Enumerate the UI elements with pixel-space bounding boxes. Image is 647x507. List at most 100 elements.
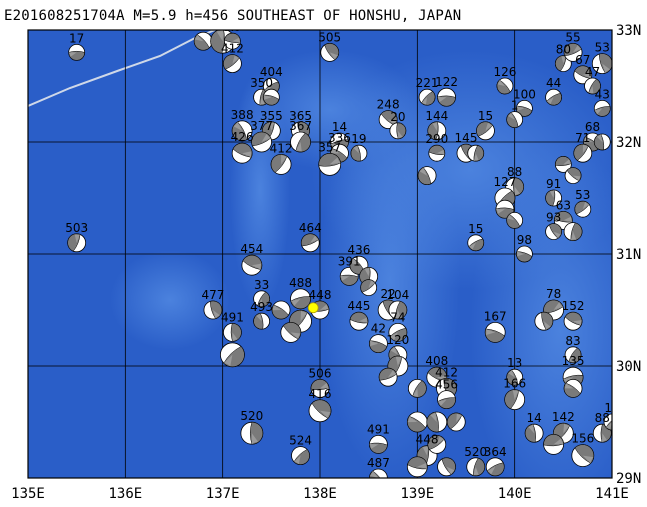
focal-mechanism-beachball[interactable]	[290, 288, 311, 310]
focal-mechanism-beachball[interactable]	[467, 144, 485, 162]
focal-mechanism-beachball[interactable]	[584, 77, 601, 95]
focal-mechanism-beachball[interactable]	[253, 312, 271, 330]
focal-mechanism-beachball[interactable]	[318, 152, 342, 176]
focal-mechanism-beachball[interactable]	[407, 378, 427, 398]
event-depth-label: 290	[425, 132, 448, 146]
focal-mechanism-beachball[interactable]	[427, 434, 447, 454]
focal-mechanism-beachball[interactable]	[505, 177, 525, 197]
epicenter-marker[interactable]	[307, 302, 319, 314]
focal-mechanism-beachball[interactable]	[476, 121, 495, 141]
focal-mechanism-beachball[interactable]	[308, 399, 332, 423]
focal-mechanism-beachball[interactable]	[603, 413, 620, 431]
focal-mechanism-beachball[interactable]	[534, 311, 554, 331]
focal-mechanism-beachball[interactable]	[203, 300, 223, 320]
focal-mechanism-beachball[interactable]	[417, 166, 437, 186]
focal-mechanism-beachball[interactable]	[406, 456, 428, 478]
focal-mechanism-beachball[interactable]	[310, 378, 330, 398]
focal-mechanism-beachball[interactable]	[253, 290, 271, 308]
focal-mechanism-beachball[interactable]	[67, 233, 87, 253]
focal-mechanism-beachball[interactable]	[467, 234, 485, 252]
focal-mechanism-beachball[interactable]	[437, 390, 456, 410]
focal-mechanism-beachball[interactable]	[320, 43, 340, 62]
focal-mechanism-beachball[interactable]	[280, 321, 302, 343]
focal-mechanism-beachball[interactable]	[574, 200, 592, 218]
focal-mechanism-beachball[interactable]	[504, 389, 526, 411]
event-depth-label: 412	[221, 42, 244, 56]
focal-mechanism-beachball[interactable]	[545, 88, 562, 106]
focal-mechanism-beachball[interactable]	[223, 32, 241, 50]
focal-mechanism-beachball[interactable]	[219, 342, 245, 368]
event-depth-label: 42	[371, 322, 386, 336]
focal-mechanism-beachball[interactable]	[545, 189, 562, 207]
focal-mechanism-beachball[interactable]	[222, 322, 242, 342]
focal-mechanism-beachball[interactable]	[446, 412, 466, 432]
lon-tick-label: 141E	[595, 486, 629, 502]
focal-mechanism-beachball[interactable]	[290, 131, 311, 153]
focal-mechanism-beachball[interactable]	[593, 133, 611, 151]
focal-mechanism-beachball[interactable]	[427, 121, 447, 141]
focal-mechanism-beachball[interactable]	[360, 279, 378, 297]
focal-mechanism-beachball[interactable]	[516, 245, 533, 263]
focal-mechanism-beachball[interactable]	[418, 88, 436, 106]
event-depth-label: 355	[260, 109, 283, 123]
focal-mechanism-beachball[interactable]	[368, 434, 388, 454]
focal-mechanism-beachball[interactable]	[349, 311, 369, 331]
event-depth-label: 13	[507, 356, 522, 370]
focal-mechanism-beachball[interactable]	[573, 143, 593, 163]
event-depth-label: 22	[380, 287, 395, 301]
focal-mechanism-beachball[interactable]	[437, 87, 456, 107]
focal-mechanism-beachball[interactable]	[524, 423, 544, 443]
focal-mechanism-beachball[interactable]	[545, 223, 562, 241]
focal-mechanism-beachball[interactable]	[563, 222, 583, 242]
focal-mechanism-beachball[interactable]	[496, 77, 514, 95]
focal-mechanism-beachball[interactable]	[231, 142, 253, 164]
focal-mechanism-beachball[interactable]	[563, 43, 583, 62]
focal-mechanism-beachball[interactable]	[262, 88, 280, 106]
focal-mechanism-beachball[interactable]	[485, 457, 505, 477]
focal-mechanism-beachball[interactable]	[270, 153, 292, 175]
focal-mechanism-beachball[interactable]	[68, 44, 86, 61]
focal-mechanism-beachball[interactable]	[428, 144, 446, 162]
focal-mechanism-beachball[interactable]	[426, 411, 448, 433]
focal-mechanism-beachball[interactable]	[368, 334, 388, 354]
focal-mechanism-beachball[interactable]	[506, 111, 524, 128]
focal-mechanism-beachball[interactable]	[389, 122, 407, 140]
event-depth-label: 454	[240, 242, 263, 256]
focal-mechanism-beachball[interactable]	[466, 457, 486, 477]
focal-mechanism-beachball[interactable]	[231, 120, 253, 142]
focal-mechanism-beachball[interactable]	[193, 31, 213, 51]
focal-mechanism-beachball[interactable]	[388, 322, 408, 342]
focal-mechanism-beachball[interactable]	[369, 468, 388, 487]
focal-mechanism-beachball[interactable]	[240, 421, 264, 445]
focal-mechanism-beachball[interactable]	[271, 300, 291, 320]
focal-mechanism-beachball[interactable]	[241, 254, 263, 276]
focal-mechanisms	[67, 30, 620, 487]
focal-mechanism-beachball[interactable]	[563, 311, 583, 331]
focal-mechanism-beachball[interactable]	[554, 155, 572, 173]
focal-mechanism-beachball[interactable]	[571, 444, 595, 468]
focal-mechanism-beachball[interactable]	[350, 144, 368, 162]
focal-mechanism-beachball[interactable]	[506, 368, 524, 386]
focal-mechanism-beachball[interactable]	[593, 100, 611, 117]
focal-mechanism-beachball[interactable]	[553, 210, 573, 230]
focal-mechanism-beachball[interactable]	[406, 411, 428, 433]
focal-mechanism-beachball[interactable]	[388, 300, 408, 320]
focal-mechanism-beachball[interactable]	[437, 457, 456, 477]
focal-mechanism-beachball[interactable]	[378, 367, 398, 387]
focal-mechanism-beachball[interactable]	[251, 131, 273, 153]
focal-mechanism-beachball[interactable]	[484, 321, 506, 343]
event-depth-label: 53	[595, 41, 610, 55]
focal-mechanism-beachball[interactable]	[591, 53, 612, 74]
focal-mechanism-beachball[interactable]	[573, 65, 593, 85]
focal-mechanism-beachball[interactable]	[543, 433, 564, 455]
event-depth-label: 15	[478, 109, 493, 123]
focal-mechanism-beachball[interactable]	[300, 233, 320, 253]
focal-mechanism-beachball[interactable]	[506, 211, 524, 229]
focal-mechanism-beachball[interactable]	[564, 167, 582, 185]
focal-mechanism-beachball[interactable]	[222, 54, 242, 73]
focal-mechanism-beachball[interactable]	[563, 378, 583, 398]
focal-mechanism-beachball[interactable]	[291, 446, 310, 466]
event-depth-label: 127	[493, 175, 516, 189]
focal-mechanism-beachball[interactable]	[564, 346, 582, 364]
